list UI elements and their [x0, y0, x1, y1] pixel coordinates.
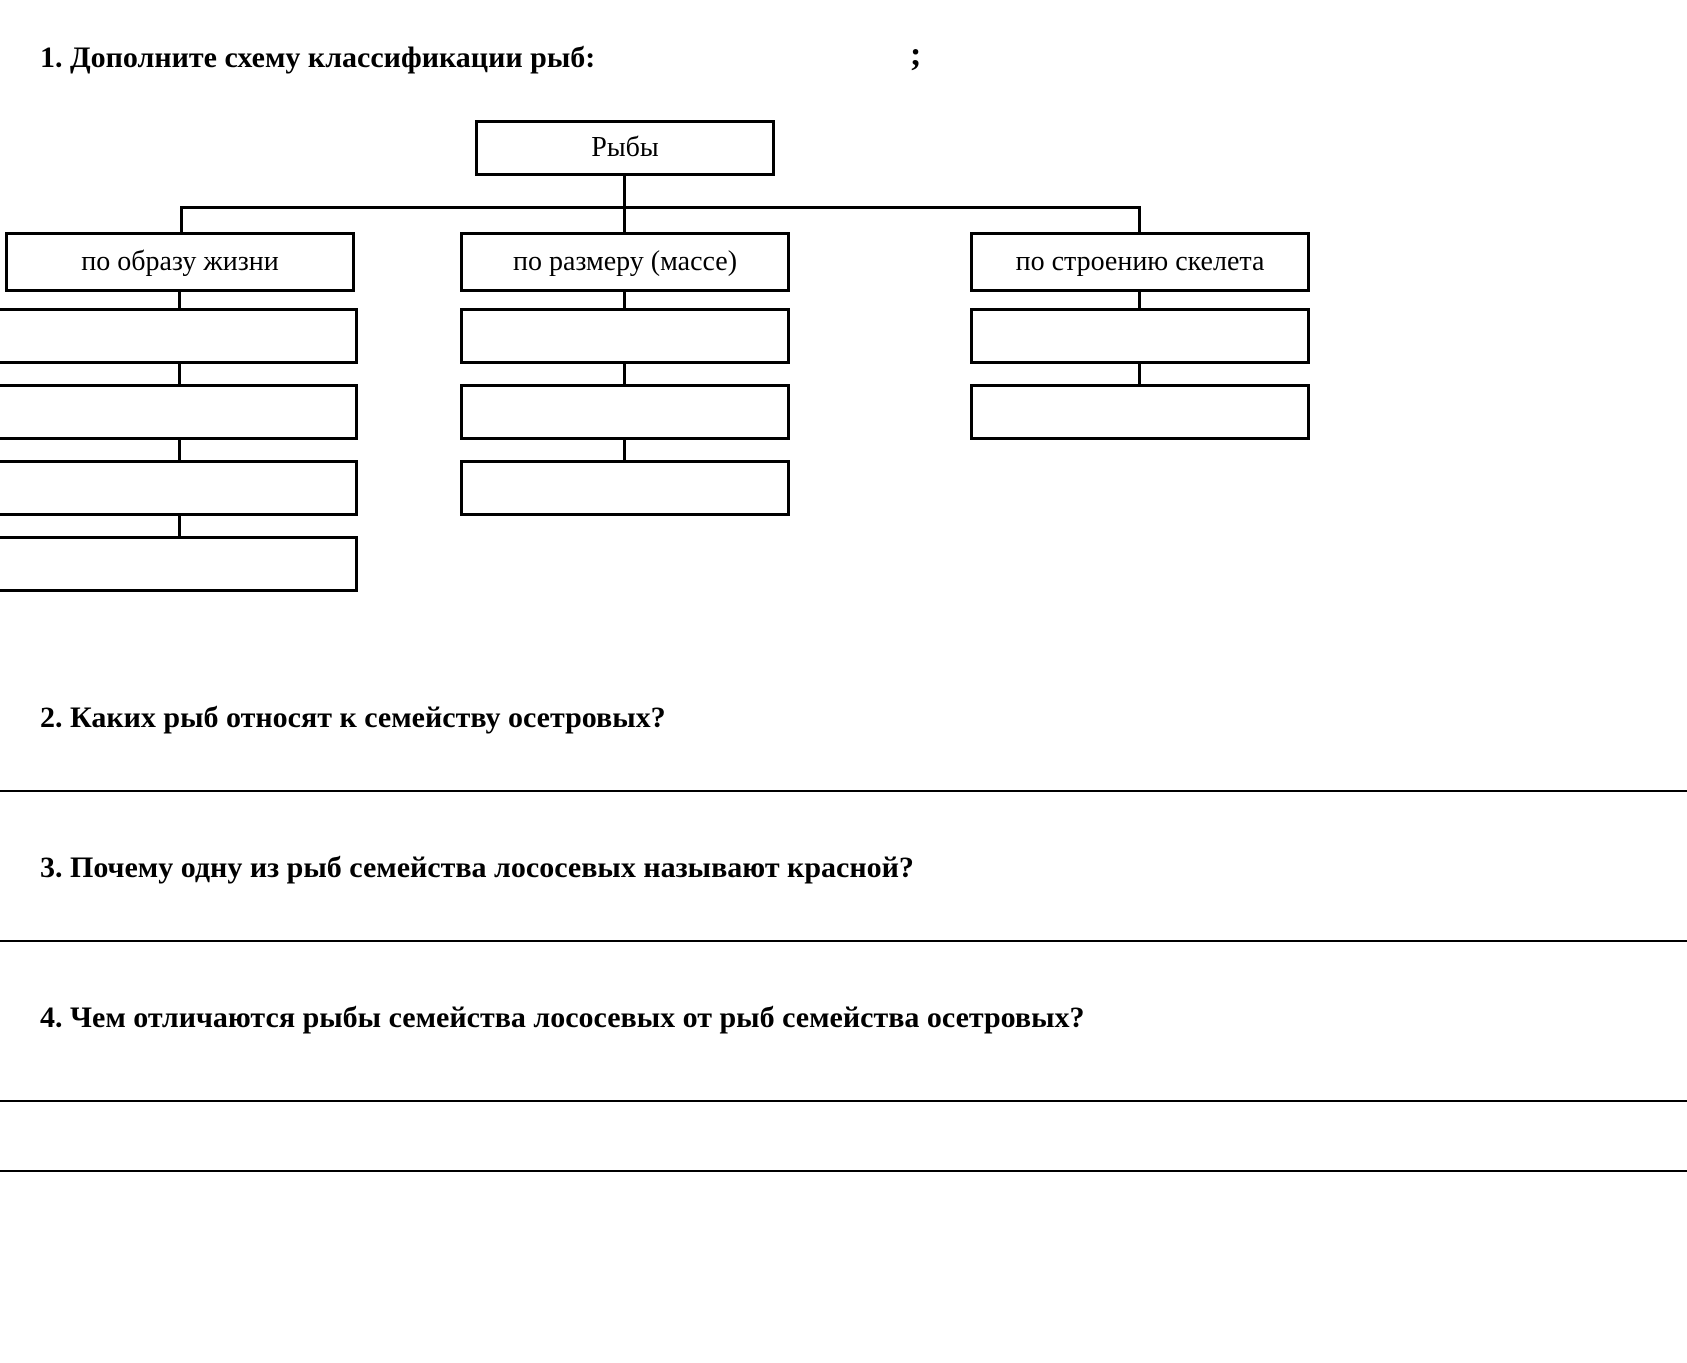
connector-b1-3	[178, 440, 181, 460]
connector-drop-3	[1138, 206, 1141, 232]
blank-box[interactable]	[0, 460, 358, 516]
question-4: 4. Чем отличаются рыбы семейства лососев…	[40, 1000, 1085, 1036]
worksheet-page: 1. Дополните схему классификации рыб: ; …	[0, 0, 1687, 1363]
question-1: 1. Дополните схему классификации рыб:	[40, 40, 595, 76]
blank-box[interactable]	[970, 308, 1310, 364]
answer-line-q3[interactable]	[0, 940, 1687, 942]
blank-box[interactable]	[460, 384, 790, 440]
branch-node-skeleton: по строению скелета	[970, 232, 1310, 292]
blank-box[interactable]	[0, 536, 358, 592]
connector-b1-2	[178, 364, 181, 384]
connector-drop-1	[180, 206, 183, 232]
answer-line-q4-1[interactable]	[0, 1100, 1687, 1102]
stray-semicolon: ;	[910, 36, 921, 74]
answer-line-q4-2[interactable]	[0, 1170, 1687, 1172]
connector-drop-2	[623, 206, 626, 232]
classification-diagram: Рыбы по образу жизни по размеру (массе) …	[0, 120, 1200, 640]
root-node: Рыбы	[475, 120, 775, 176]
blank-box[interactable]	[970, 384, 1310, 440]
blank-box[interactable]	[0, 308, 358, 364]
question-3: 3. Почему одну из рыб семейства лососевы…	[40, 850, 914, 886]
blank-box[interactable]	[460, 460, 790, 516]
answer-line-q2[interactable]	[0, 790, 1687, 792]
connector-root-down	[623, 176, 626, 206]
connector-b2-1	[623, 292, 626, 308]
connector-b1-4	[178, 516, 181, 536]
blank-box[interactable]	[460, 308, 790, 364]
question-2: 2. Каких рыб относят к семейству осетров…	[40, 700, 666, 736]
connector-b3-1	[1138, 292, 1141, 308]
connector-b2-2	[623, 364, 626, 384]
branch-node-size: по размеру (массе)	[460, 232, 790, 292]
connector-b3-2	[1138, 364, 1141, 384]
branch-node-lifestyle: по образу жизни	[5, 232, 355, 292]
blank-box[interactable]	[0, 384, 358, 440]
connector-b2-3	[623, 440, 626, 460]
connector-hbar	[180, 206, 1140, 209]
connector-b1-1	[178, 292, 181, 308]
